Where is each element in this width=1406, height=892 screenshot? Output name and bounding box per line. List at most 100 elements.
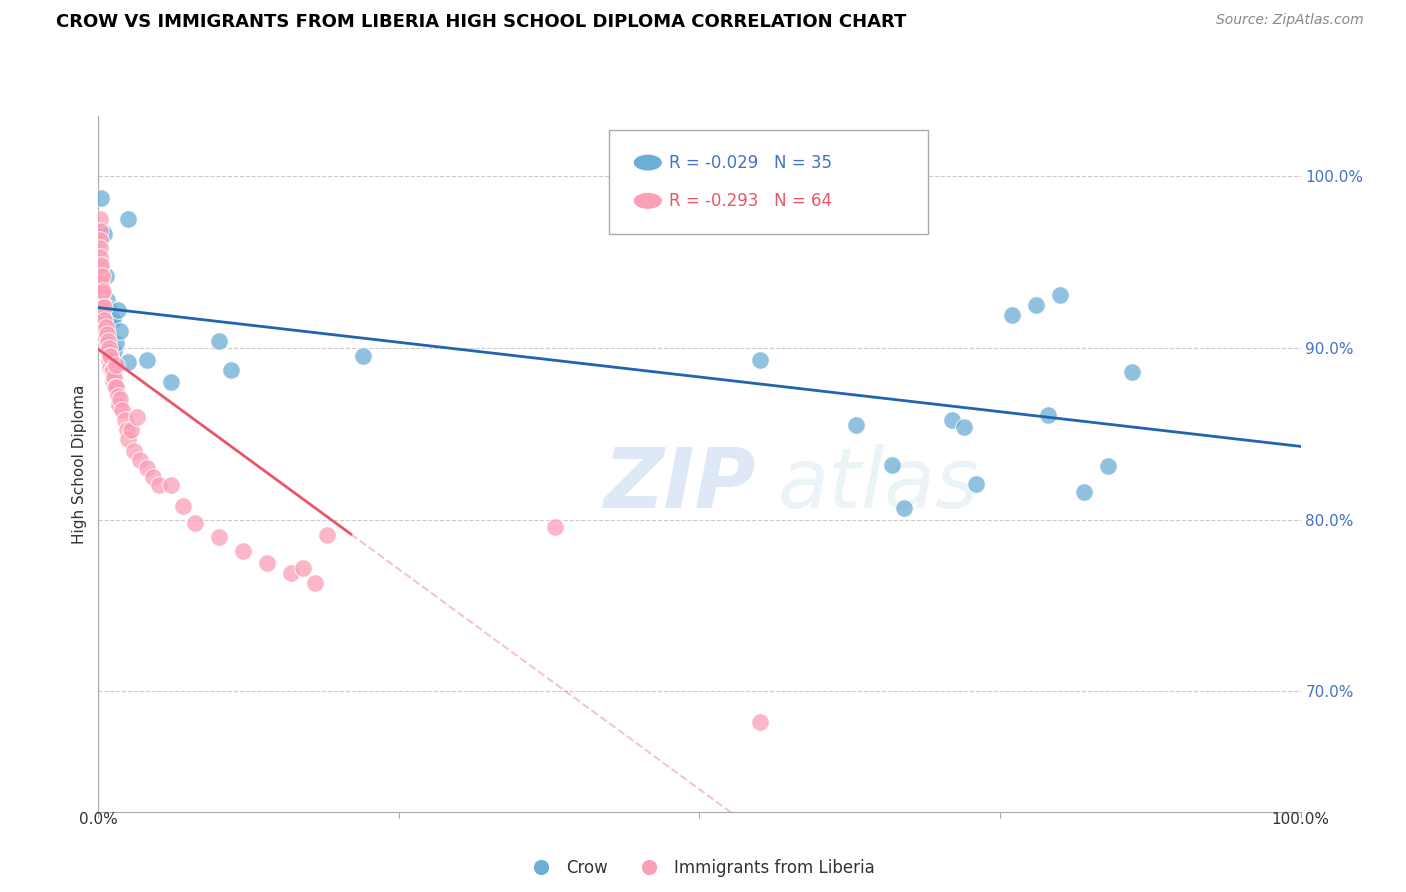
Point bbox=[97, 344, 120, 359]
Point bbox=[108, 398, 131, 412]
Text: CROW VS IMMIGRANTS FROM LIBERIA HIGH SCHOOL DIPLOMA CORRELATION CHART: CROW VS IMMIGRANTS FROM LIBERIA HIGH SCH… bbox=[56, 13, 907, 31]
Point bbox=[208, 334, 231, 348]
Point bbox=[117, 423, 139, 437]
Point bbox=[111, 402, 134, 417]
Point bbox=[208, 530, 231, 544]
Point bbox=[89, 224, 111, 238]
Point bbox=[256, 556, 278, 570]
Point bbox=[352, 350, 374, 364]
Point bbox=[108, 392, 131, 407]
Point bbox=[91, 224, 114, 238]
Y-axis label: High School Diploma: High School Diploma bbox=[72, 384, 87, 543]
Circle shape bbox=[633, 193, 662, 210]
Point bbox=[100, 350, 122, 364]
Text: R = -0.293   N = 64: R = -0.293 N = 64 bbox=[669, 192, 832, 210]
Point bbox=[89, 241, 111, 255]
Text: 100.0%: 100.0% bbox=[1271, 812, 1330, 827]
Point bbox=[91, 310, 114, 324]
Point bbox=[117, 432, 139, 446]
Text: 0.0%: 0.0% bbox=[79, 812, 118, 827]
Point bbox=[1073, 485, 1095, 500]
Point bbox=[748, 352, 770, 367]
Point bbox=[94, 330, 117, 344]
Point bbox=[96, 293, 118, 307]
Point bbox=[880, 458, 903, 472]
Point bbox=[544, 519, 567, 533]
FancyBboxPatch shape bbox=[609, 130, 928, 235]
Point bbox=[148, 478, 170, 492]
Point bbox=[98, 352, 121, 367]
Point bbox=[94, 268, 117, 283]
Point bbox=[98, 310, 121, 324]
Point bbox=[100, 315, 122, 329]
Point bbox=[941, 413, 963, 427]
Point bbox=[93, 300, 115, 314]
Point bbox=[89, 233, 111, 247]
Point bbox=[105, 358, 128, 372]
Point bbox=[141, 469, 163, 483]
Point bbox=[291, 561, 314, 575]
Point bbox=[101, 374, 124, 388]
Point bbox=[135, 352, 157, 367]
Point bbox=[90, 191, 112, 205]
Point bbox=[93, 324, 115, 338]
Point bbox=[101, 313, 124, 327]
Text: Source: ZipAtlas.com: Source: ZipAtlas.com bbox=[1216, 13, 1364, 28]
Point bbox=[100, 363, 122, 377]
Point bbox=[219, 363, 242, 377]
Point bbox=[172, 499, 194, 513]
Point bbox=[117, 212, 139, 227]
Point bbox=[91, 296, 114, 310]
Point bbox=[93, 227, 115, 242]
Point bbox=[91, 284, 114, 298]
Point bbox=[1036, 408, 1059, 422]
Point bbox=[953, 420, 976, 434]
Point bbox=[90, 259, 112, 273]
Point bbox=[748, 715, 770, 730]
Point bbox=[304, 576, 326, 591]
Point bbox=[1049, 287, 1071, 301]
Point bbox=[93, 313, 115, 327]
Point bbox=[125, 409, 148, 424]
Text: R = -0.029   N = 35: R = -0.029 N = 35 bbox=[669, 153, 832, 171]
Point bbox=[89, 250, 111, 264]
Point bbox=[232, 543, 254, 558]
Point bbox=[135, 461, 157, 475]
Point bbox=[105, 335, 128, 350]
Point bbox=[114, 413, 136, 427]
Point bbox=[90, 296, 112, 310]
Point bbox=[159, 478, 181, 492]
Point bbox=[90, 285, 112, 300]
Point bbox=[893, 500, 915, 515]
Point bbox=[845, 418, 868, 433]
Point bbox=[104, 380, 127, 394]
Circle shape bbox=[633, 154, 662, 171]
Point bbox=[1001, 308, 1024, 322]
Point bbox=[89, 268, 111, 283]
Point bbox=[100, 310, 122, 324]
Point bbox=[105, 380, 128, 394]
Point bbox=[159, 376, 181, 390]
Point bbox=[107, 389, 129, 403]
Text: ZIP: ZIP bbox=[603, 444, 756, 525]
Point bbox=[107, 303, 129, 318]
Point bbox=[98, 341, 121, 355]
Point bbox=[100, 361, 122, 376]
Point bbox=[1097, 459, 1119, 474]
Point bbox=[96, 327, 118, 342]
Text: atlas: atlas bbox=[778, 444, 979, 525]
Point bbox=[183, 516, 205, 530]
Point bbox=[91, 300, 114, 314]
Point bbox=[96, 337, 118, 351]
Point bbox=[89, 212, 111, 227]
Point bbox=[124, 444, 146, 458]
Point bbox=[100, 350, 122, 364]
Point bbox=[315, 528, 337, 542]
Point bbox=[89, 260, 111, 274]
Point bbox=[1121, 365, 1143, 379]
Point bbox=[94, 320, 117, 334]
Point bbox=[120, 423, 142, 437]
Point bbox=[97, 334, 120, 348]
Point bbox=[1025, 298, 1047, 312]
Point bbox=[91, 268, 114, 283]
